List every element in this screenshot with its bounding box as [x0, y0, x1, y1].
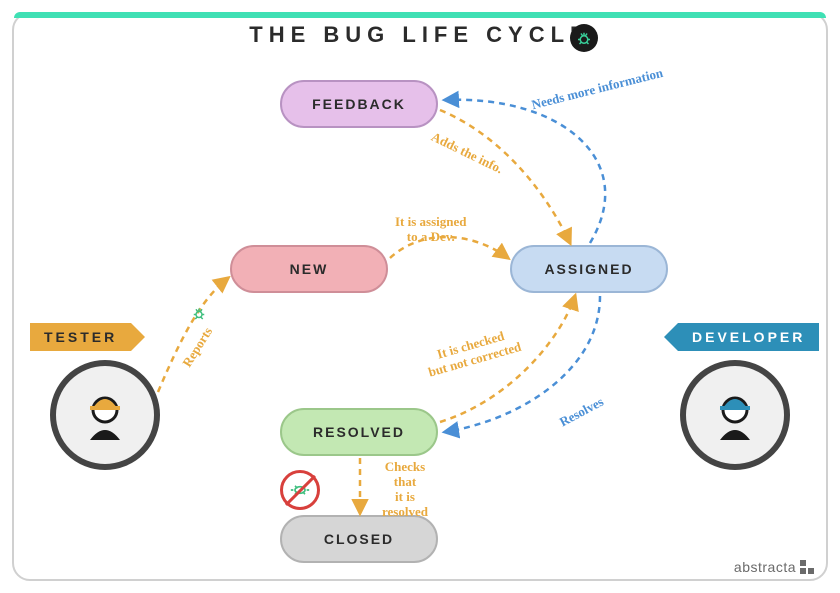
- edge-label-assigned_dev: It is assigned to a Dev.: [395, 215, 467, 245]
- no-bug-icon: [280, 470, 320, 510]
- state-assigned: ASSIGNED: [510, 245, 668, 293]
- brand-logo-text: abstracta: [734, 559, 796, 575]
- state-closed: CLOSED: [280, 515, 438, 563]
- developer-role-label: DEVELOPER: [678, 323, 819, 351]
- state-feedback: FEEDBACK: [280, 80, 438, 128]
- tester-avatar: [50, 360, 160, 470]
- state-new: NEW: [230, 245, 388, 293]
- tester-role-label: TESTER: [30, 323, 131, 351]
- frame-top-accent: [14, 12, 826, 18]
- edge-label-checks_resolved: Checks that it is resolved: [382, 460, 428, 520]
- bug-on-path-icon: [190, 304, 208, 327]
- state-resolved: RESOLVED: [280, 408, 438, 456]
- bug-icon: [570, 24, 598, 52]
- developer-avatar: [680, 360, 790, 470]
- diagram-title: THE BUG LIFE CYCLE: [0, 22, 840, 48]
- brand-logo: abstracta: [734, 559, 814, 575]
- brand-logo-dots-icon: [800, 560, 814, 574]
